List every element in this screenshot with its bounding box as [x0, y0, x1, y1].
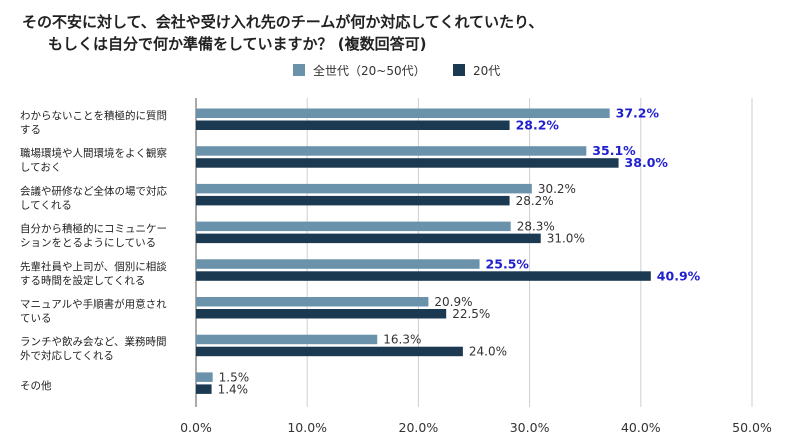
bar-all-ages [196, 183, 532, 194]
category-labels: わからないことを積極的に質問する職場環境や人間環境をよく観察しておく会議や研修な… [20, 109, 167, 392]
x-tick-label: 10.0% [287, 420, 327, 435]
data-label: 1.4% [218, 382, 249, 396]
category-label: してくれる [20, 199, 72, 211]
bar-20s [196, 158, 619, 168]
bar-all-ages [196, 297, 429, 307]
bar-20s [196, 271, 651, 281]
category-label: わからないことを積極的に質問 [20, 109, 167, 122]
data-label: 1.5% [219, 370, 250, 384]
data-label: 40.9% [657, 268, 701, 283]
category-label: 自分から積極的にコミュニケー [20, 222, 167, 235]
bar-all-ages [196, 221, 511, 232]
bars: 37.2%28.2%35.1%38.0%30.2%28.2%28.3%31.0%… [196, 106, 701, 396]
data-label: 16.3% [383, 333, 421, 347]
category-label: ランチや飲み会など、業務時間 [20, 335, 166, 348]
data-label: 28.3% [517, 220, 555, 234]
category-label: 外で対応してくれる [20, 349, 114, 362]
chart-title-line-1: その不安に対して、会社や受け入れ先のチームが何か対応してくれていたり、 [22, 13, 543, 31]
category-label: ている [20, 313, 52, 325]
legend: 全世代（20~50代） 20代 [293, 63, 500, 78]
data-label: 30.2% [538, 182, 576, 196]
x-tick-label: 30.0% [510, 420, 550, 435]
category-label: 先輩社員や上司が、個別に相談 [20, 260, 167, 273]
data-label: 37.2% [616, 106, 660, 121]
data-label: 31.0% [547, 232, 585, 246]
data-label: 20.9% [434, 295, 472, 309]
chart-title-line-2: もしくは自分で何か準備をしていますか？ (複数回答可) [48, 35, 427, 53]
category-label: 会議や研修など全体の場で対応 [20, 184, 167, 197]
gridlines [195, 98, 753, 407]
category-label: しておく [20, 162, 61, 174]
data-label: 35.1% [592, 143, 636, 158]
legend-swatch-all-ages [293, 64, 305, 76]
category-label: マニュアルや手順書が用意され [20, 298, 167, 311]
bar-20s [196, 195, 510, 206]
category-label: する時間を設定してくれる [20, 274, 145, 287]
bar-20s [196, 120, 510, 130]
data-label: 22.5% [452, 307, 490, 321]
x-tick-label: 20.0% [399, 420, 439, 435]
category-label: ションをとるようにしている [20, 237, 156, 249]
category-label: する [20, 124, 41, 136]
x-tick-label: 0.0% [180, 420, 212, 435]
data-label: 28.2% [516, 118, 560, 133]
data-label: 38.0% [625, 155, 669, 170]
bar-all-ages [196, 259, 480, 269]
bar-all-ages [196, 108, 610, 118]
bar-20s [196, 309, 447, 319]
category-label: 職場環境や人間環境をよく観察 [20, 147, 167, 160]
legend-label-20s: 20代 [473, 64, 500, 78]
category-label: その他 [20, 379, 52, 392]
legend-label-all-ages: 全世代（20~50代） [313, 63, 426, 78]
legend-swatch-20s [453, 64, 465, 76]
x-tick-label: 40.0% [621, 420, 661, 435]
x-axis-ticks: 0.0% 10.0% 20.0% 30.0% 40.0% 50.0% [180, 420, 772, 435]
bar-20s [196, 384, 212, 394]
x-tick-label: 50.0% [732, 420, 772, 435]
data-label: 24.0% [469, 345, 507, 359]
data-label: 28.2% [516, 194, 554, 208]
bar-all-ages [196, 334, 378, 345]
data-label: 25.5% [486, 256, 530, 271]
bar-all-ages [196, 372, 213, 382]
bar-all-ages [196, 146, 587, 156]
bar-20s [196, 233, 541, 244]
bar-20s [196, 346, 463, 357]
